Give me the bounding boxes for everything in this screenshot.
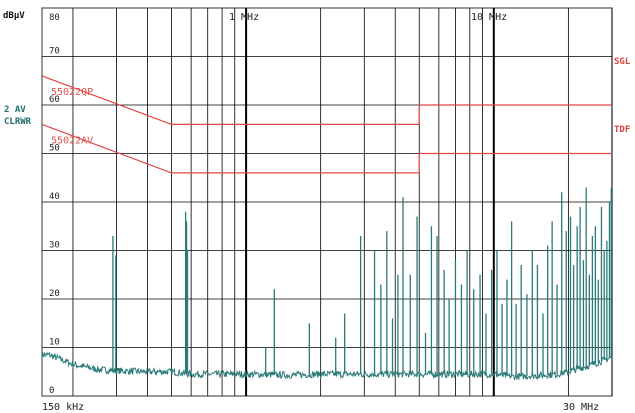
vertical-gridlines <box>72 8 613 396</box>
limit-line-55022AV <box>41 123 612 174</box>
y-unit-label: dBµV <box>3 11 25 21</box>
x-tick-end: 30 MHz <box>563 402 599 413</box>
y-tick-label: 0 <box>49 386 54 396</box>
y-tick-label: 10 <box>49 338 60 348</box>
trace-label: 2 AV <box>4 105 26 115</box>
limit-label-55022AV: 55022AV <box>51 135 93 146</box>
y-tick-label: 60 <box>49 95 60 105</box>
x-tick-start: 150 kHz <box>42 402 84 413</box>
measurement-trace <box>41 187 613 381</box>
x-tick-10mhz: 10 MHz <box>471 12 507 23</box>
y-tick-label: 50 <box>49 144 60 154</box>
y-tick-label: 40 <box>49 192 60 202</box>
limit-lines: 55022QP 55022AV <box>41 75 612 174</box>
trace-baseline <box>41 351 613 381</box>
y-tick-labels: 0 10 20 30 40 50 60 70 80 <box>49 13 60 396</box>
tdf-label: TDF <box>614 125 630 135</box>
trace-mode-label: CLRWR <box>4 117 32 127</box>
limit-label-55022QP: 55022QP <box>51 87 93 98</box>
y-tick-label: 30 <box>49 241 60 251</box>
y-tick-label: 20 <box>49 289 60 299</box>
y-tick-label: 70 <box>49 47 60 57</box>
y-tick-label: 80 <box>49 13 60 23</box>
limit-line-55022QP <box>41 75 612 126</box>
x-tick-1mhz: 1 MHz <box>229 12 259 23</box>
sgl-label: SGL <box>614 57 631 67</box>
